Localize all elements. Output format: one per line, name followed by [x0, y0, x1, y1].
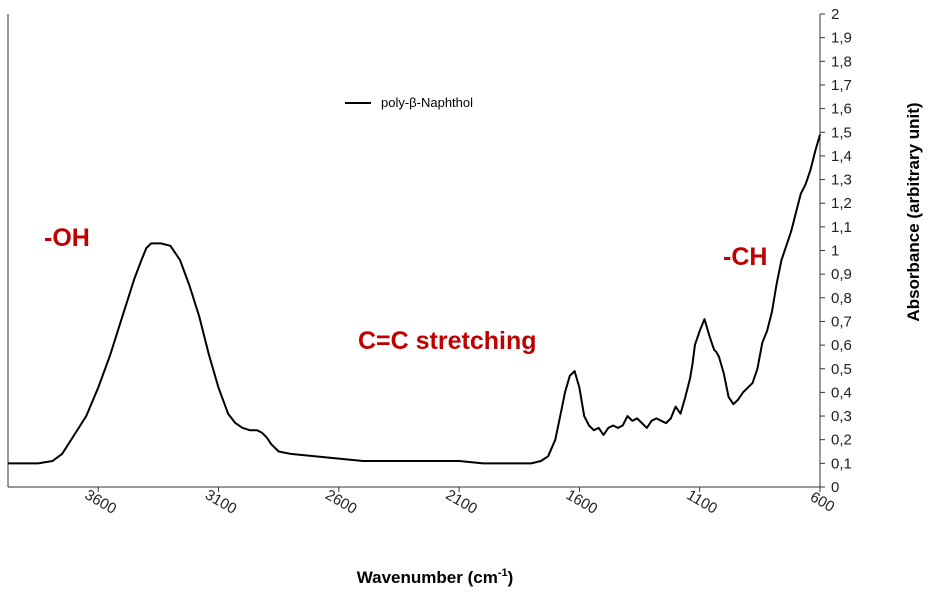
x-tick-label: 3600: [82, 486, 119, 517]
y-tick-label: 1: [831, 243, 839, 260]
y-tick-label: 0,6: [831, 337, 852, 354]
y-tick-label: 0: [831, 479, 839, 496]
y-tick-label: 0,5: [831, 361, 852, 378]
x-axis-title-close: ): [508, 568, 514, 587]
x-axis-title-main: Wavenumber (cm: [357, 568, 498, 587]
y-tick-label: 1,2: [831, 195, 852, 212]
y-tick-label: 1,4: [831, 148, 852, 165]
y-tick-label: 1,3: [831, 172, 852, 189]
legend: poly-β-Naphthol: [345, 95, 473, 110]
y-tick-label: 0,8: [831, 290, 852, 307]
series-line-poly-beta-naphthol: [8, 134, 821, 465]
y-tick-label: 0,9: [831, 266, 852, 283]
y-axis-ticks: 0 0,1 0,2 0,3 0,4 0,5 0,6 0,7 0,8 0,9 1 1,1 1,2 1,3 1,…: [820, 6, 852, 496]
y-tick-label: 1,1: [831, 219, 852, 236]
x-axis-title-sup: -1: [498, 567, 508, 579]
x-tick-label: 2100: [443, 486, 480, 517]
x-tick-label: 2600: [322, 486, 359, 517]
legend-label: poly-β-Naphthol: [381, 95, 473, 110]
y-tick-label: 1,7: [831, 77, 852, 94]
x-axis-ticks: 3600 3100 2600 2100 1600 1100 600: [82, 486, 838, 517]
y-tick-label: 0,4: [831, 384, 852, 401]
y-tick-label: 1,5: [831, 124, 852, 141]
x-axis-title: Wavenumber (cm-1): [357, 567, 514, 587]
y-tick-label: 1,9: [831, 30, 852, 47]
x-tick-label: 1100: [684, 487, 720, 518]
y-tick-label: 0,3: [831, 408, 852, 425]
y-tick-label: 0,1: [831, 455, 852, 472]
plot-frame: [7, 14, 821, 488]
x-tick-label: 1600: [563, 486, 600, 517]
y-tick-label: 1,6: [831, 101, 852, 118]
y-tick-label: 1,8: [831, 53, 852, 70]
y-tick-label: 2: [831, 6, 839, 23]
annotation-oh: -OH: [44, 224, 90, 252]
annotation-cc-stretching: C=C stretching: [358, 327, 537, 355]
y-axis-title: Absorbance (arbitrary unit): [904, 102, 923, 321]
y-tick-label: 0,2: [831, 432, 852, 449]
annotation-ch: -CH: [723, 243, 767, 271]
y-tick-label: 0,7: [831, 313, 852, 330]
x-tick-label: 3100: [202, 486, 239, 517]
